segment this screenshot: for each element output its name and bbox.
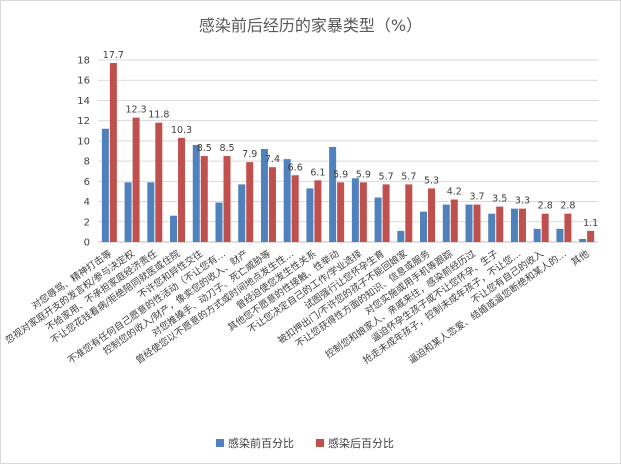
bar-after	[109, 63, 117, 243]
bar-after	[473, 204, 481, 242]
y-tick-label: 8	[84, 157, 90, 168]
chart-title: 感染前后经历的家暴类型（%）	[199, 16, 422, 35]
bar-before	[465, 204, 473, 242]
y-tick-label: 14	[77, 96, 90, 107]
data-label-after: 12.3	[126, 105, 147, 116]
bar-before	[170, 215, 178, 242]
bar-before	[101, 128, 109, 242]
bar-after	[246, 162, 254, 242]
category-label: 其他	[569, 247, 592, 268]
bar-after	[587, 230, 595, 242]
y-tick-label: 6	[84, 177, 90, 188]
bar-before	[510, 208, 518, 242]
data-label-after: 7.9	[242, 149, 257, 160]
bar-after	[405, 184, 413, 242]
data-label-after: 3.7	[469, 192, 484, 203]
y-tick-label: 16	[77, 76, 90, 87]
data-label-after: 10.3	[171, 125, 192, 136]
y-tick-label: 12	[77, 116, 90, 127]
bar-before	[192, 144, 200, 242]
data-label-after: 3.3	[515, 196, 530, 207]
bar-before	[533, 228, 541, 242]
bars	[101, 63, 595, 243]
bar-before	[238, 184, 246, 242]
y-tick-label: 18	[77, 56, 90, 67]
bar-before	[147, 182, 155, 242]
bar-before	[306, 188, 314, 242]
data-label-after: 1.1	[583, 218, 598, 229]
bar-before	[329, 146, 337, 242]
data-label-after: 5.9	[356, 169, 371, 180]
bar-after	[291, 175, 299, 242]
data-label-after: 5.7	[401, 171, 416, 182]
bar-after	[314, 180, 322, 242]
bar-before	[420, 211, 428, 242]
legend-swatch-before	[216, 439, 224, 447]
data-label-after: 7.4	[265, 154, 280, 165]
data-label-after: 2.8	[560, 201, 575, 212]
y-tick-label: 0	[84, 238, 90, 249]
data-label-after: 17.7	[103, 50, 124, 61]
bar-after	[132, 117, 140, 242]
data-label-after: 5.3	[424, 175, 439, 186]
bar-before	[351, 178, 359, 242]
bar-before	[488, 213, 496, 242]
data-label-after: 3.5	[492, 194, 507, 205]
y-tick-label: 4	[84, 197, 90, 208]
bar-after	[382, 184, 390, 242]
bar-after	[359, 182, 367, 242]
bar-before	[579, 238, 587, 242]
data-label-after: 2.8	[538, 201, 553, 212]
bar-before	[397, 230, 405, 242]
legend-label-before: 感染前百分比	[228, 436, 294, 450]
bar-before	[442, 204, 450, 242]
data-label-after: 11.8	[148, 110, 169, 121]
data-label-after: 5.9	[333, 169, 348, 180]
x-axis: 对您辱骂、精神打击等忽视对家庭开支的发言权/参与决定权不给家用、不承担家庭经济责…	[3, 247, 592, 366]
bar-after	[223, 156, 231, 242]
data-labels: 17.7 12.3 11.810.3 8.5 8.5 7.9 7.4 6.6 6.1 5.9 5.9…	[103, 50, 598, 229]
bar-after	[200, 156, 208, 242]
y-tick-label: 10	[77, 136, 90, 147]
legend-label-after: 感染后百分比	[328, 436, 394, 450]
bar-before	[374, 197, 382, 242]
bar-after	[541, 213, 549, 242]
bar-after	[518, 208, 526, 242]
bar-after	[178, 137, 186, 242]
bar-before	[283, 159, 291, 242]
bar-after	[155, 122, 163, 242]
bar-after	[428, 188, 436, 242]
y-tick-label: 2	[84, 217, 90, 228]
data-label-after: 5.7	[379, 171, 394, 182]
bar-after	[496, 206, 504, 242]
bar-before	[260, 148, 268, 242]
bar-after	[564, 213, 572, 242]
bar-before	[124, 182, 132, 242]
bar-before	[556, 228, 564, 242]
bar-before	[215, 202, 223, 242]
legend: 感染前百分比 感染后百分比	[216, 436, 394, 450]
bar-after	[337, 182, 345, 242]
bar-after	[450, 199, 458, 242]
legend-swatch-after	[316, 439, 324, 447]
data-label-after: 6.6	[288, 162, 303, 173]
data-label-after: 4.2	[447, 187, 462, 198]
y-axis: 0 2 4 6 8 10 12 14 16 18	[77, 56, 90, 249]
data-label-after: 6.1	[310, 167, 325, 178]
data-label-after: 8.5	[219, 143, 234, 154]
bar-after	[268, 167, 276, 242]
data-label-after: 8.5	[197, 143, 212, 154]
